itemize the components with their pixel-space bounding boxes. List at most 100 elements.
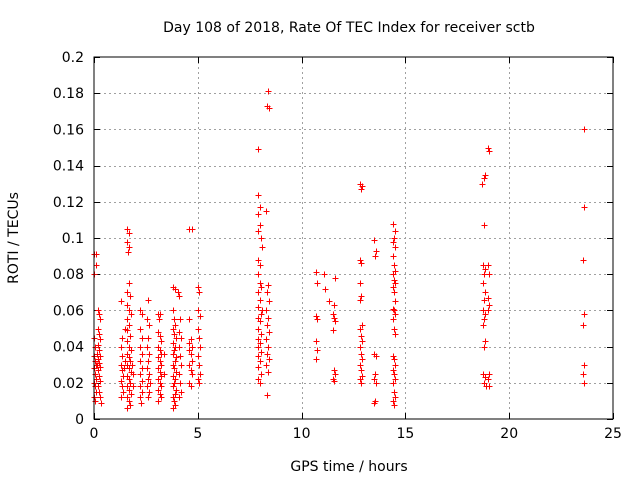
data-point — [390, 221, 397, 228]
data-point — [371, 400, 378, 407]
data-point — [155, 387, 162, 394]
data-point — [170, 326, 177, 333]
data-point — [188, 351, 195, 358]
data-point — [195, 284, 202, 291]
data-point — [391, 307, 398, 314]
data-point — [177, 353, 184, 360]
data-point — [178, 362, 185, 369]
data-point — [391, 356, 398, 363]
data-point — [372, 371, 379, 378]
data-point — [137, 344, 144, 351]
data-point — [126, 387, 133, 394]
data-point — [186, 340, 193, 347]
data-point — [331, 378, 338, 385]
data-point — [124, 405, 131, 412]
data-point — [172, 322, 179, 329]
data-point — [171, 331, 178, 338]
data-point — [371, 376, 378, 383]
data-point — [146, 322, 153, 329]
data-point — [263, 307, 270, 314]
data-point — [124, 327, 131, 334]
data-point — [139, 378, 146, 385]
data-point — [255, 228, 262, 235]
data-point — [171, 347, 178, 354]
data-point — [145, 297, 152, 304]
data-point — [118, 378, 125, 385]
data-point — [171, 380, 178, 387]
data-point — [157, 333, 164, 340]
data-point — [155, 354, 162, 361]
data-point — [126, 244, 133, 251]
data-point — [97, 316, 104, 323]
data-point — [186, 362, 193, 369]
y-tick-label: 0.14 — [53, 159, 84, 175]
data-point — [392, 298, 399, 305]
y-tick-label: 0.18 — [53, 86, 84, 102]
data-point — [258, 331, 265, 338]
data-point — [391, 235, 398, 242]
data-point — [145, 358, 152, 365]
data-point — [157, 358, 164, 365]
data-point — [357, 362, 364, 369]
data-point — [313, 313, 320, 320]
data-point — [255, 146, 262, 153]
x-tick-label: 20 — [500, 426, 518, 442]
data-point — [581, 126, 588, 133]
data-point — [581, 204, 588, 211]
data-point — [485, 307, 492, 314]
data-point — [482, 338, 489, 345]
data-point — [171, 316, 178, 323]
data-point — [170, 405, 177, 412]
data-point — [97, 336, 104, 343]
data-point — [170, 383, 177, 390]
data-point — [127, 380, 134, 387]
data-point — [145, 335, 152, 342]
data-point — [97, 394, 104, 401]
data-point — [486, 148, 493, 155]
data-point — [331, 315, 338, 322]
data-point — [390, 253, 397, 260]
data-point — [197, 344, 204, 351]
data-point — [120, 389, 127, 396]
x-axis-label: GPS time / hours — [290, 459, 407, 475]
data-point — [126, 280, 133, 287]
data-point — [265, 315, 272, 322]
data-point — [357, 280, 364, 287]
data-point — [171, 398, 178, 405]
data-point — [124, 289, 131, 296]
data-point — [390, 316, 397, 323]
data-point — [158, 338, 165, 345]
data-point — [359, 356, 366, 363]
data-point — [175, 289, 182, 296]
data-point — [331, 302, 338, 309]
data-point — [392, 280, 399, 287]
data-point — [390, 306, 397, 313]
data-point — [482, 289, 489, 296]
data-point — [390, 398, 397, 405]
data-point — [391, 371, 398, 378]
data-point — [170, 340, 177, 347]
data-point — [390, 271, 397, 278]
data-point — [255, 192, 262, 199]
data-point — [372, 253, 379, 260]
data-point — [482, 172, 489, 179]
data-points — [91, 88, 588, 412]
data-point — [128, 311, 135, 318]
data-point — [95, 326, 102, 333]
data-point — [126, 307, 133, 314]
data-point — [95, 383, 102, 390]
data-point — [176, 329, 183, 336]
data-point — [313, 269, 320, 276]
data-point — [124, 338, 131, 345]
data-point — [332, 275, 339, 282]
data-point — [157, 347, 164, 354]
data-point — [127, 402, 134, 409]
data-point — [266, 298, 273, 305]
data-point — [390, 353, 397, 360]
data-point — [266, 105, 273, 112]
data-point — [158, 383, 165, 390]
data-point — [313, 356, 320, 363]
data-point — [481, 297, 488, 304]
data-point — [486, 383, 493, 390]
